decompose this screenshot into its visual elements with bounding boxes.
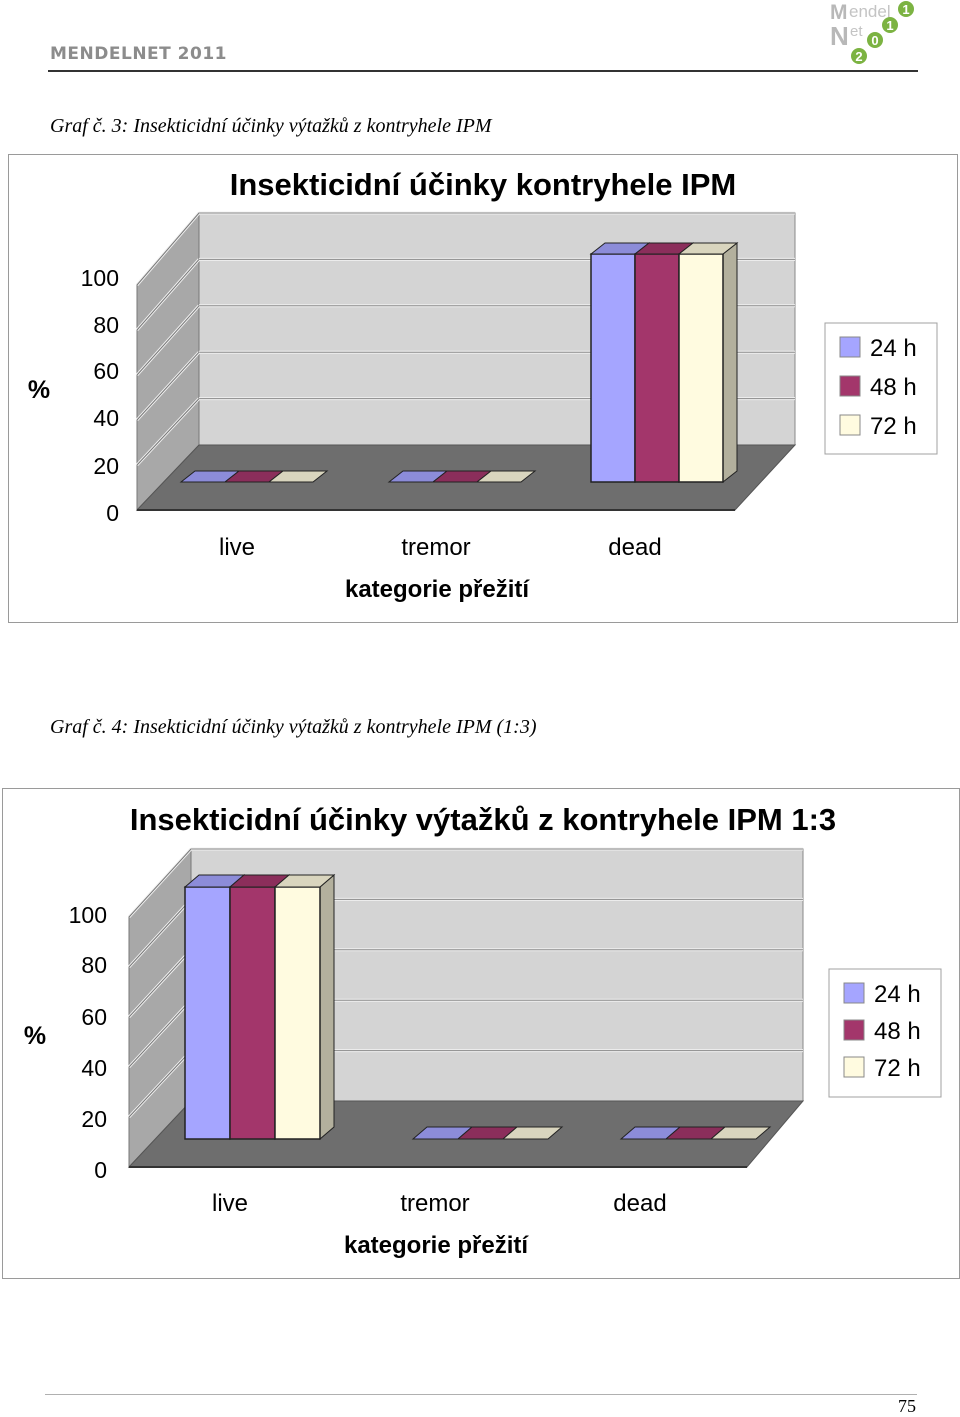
bar-top bbox=[273, 874, 336, 888]
svg-text:N: N bbox=[830, 21, 849, 51]
legend-swatch bbox=[843, 982, 865, 1004]
y-axis-label: % bbox=[24, 1022, 46, 1050]
y-tick-label: 100 bbox=[69, 902, 107, 928]
legend-label: 48 h bbox=[874, 1018, 921, 1045]
y-tick-label: 40 bbox=[93, 405, 119, 431]
gridline-side-shadow bbox=[128, 848, 192, 918]
running-header: MENDELNET 2011 bbox=[50, 44, 227, 64]
bar-front bbox=[634, 253, 680, 483]
gridline-side-shadow bbox=[128, 949, 192, 1018]
x-tick-label: dead bbox=[613, 1190, 666, 1217]
bar-dead-72h bbox=[677, 241, 739, 484]
chart-frame-1: 0 20 40 60 80 100 live tremor dead Insekticidní ú… bbox=[8, 154, 958, 623]
bar-front bbox=[229, 886, 276, 1140]
chart-title: Insekticidní účinky výtažků z kontryhele… bbox=[130, 802, 836, 837]
mendelnet-logo: M endel N et 1 1 0 2 bbox=[830, 1, 914, 64]
svg-text:1: 1 bbox=[902, 2, 909, 17]
bar-front bbox=[184, 886, 231, 1140]
svg-text:M: M bbox=[830, 1, 848, 24]
x-tick-label: live bbox=[212, 1190, 248, 1217]
chart-1: 0 20 40 60 80 100 live tremor dead Insekticidní ú… bbox=[28, 167, 938, 603]
gridline-side-shadow bbox=[128, 899, 192, 968]
bar-front bbox=[590, 253, 636, 483]
gridline-side-shadow bbox=[136, 259, 200, 331]
svg-text:endel: endel bbox=[849, 2, 891, 21]
bar-tremor-72h bbox=[475, 470, 537, 483]
legend-swatch bbox=[839, 375, 861, 397]
y-tick-label: 80 bbox=[81, 952, 107, 978]
y-tick-label: 60 bbox=[81, 1004, 107, 1030]
header-rule bbox=[48, 70, 918, 72]
x-axis-label: kategorie přežití bbox=[344, 1232, 529, 1259]
legend-label: 24 h bbox=[874, 981, 921, 1008]
bar-side bbox=[319, 873, 335, 1141]
svg-text:0: 0 bbox=[871, 33, 878, 48]
chart-legend: 24 h 48 h 72 h bbox=[828, 968, 942, 1098]
x-tick-label: live bbox=[219, 534, 255, 561]
chart-legend: 24 h 48 h 72 h bbox=[824, 322, 938, 455]
chart-2: 0 20 40 60 80 100 live tremor dead Insekticidní ú… bbox=[24, 802, 942, 1259]
legend-label: 48 h bbox=[870, 374, 917, 401]
legend-swatch bbox=[839, 336, 861, 358]
bar-side bbox=[722, 241, 738, 484]
svg-text:1: 1 bbox=[886, 18, 893, 33]
y-axis-label: % bbox=[28, 376, 50, 404]
y-tick-label: 80 bbox=[93, 312, 119, 338]
figure-caption-3: Graf č. 3: Insekticidní účinky výtažků z… bbox=[50, 115, 492, 137]
y-tick-label: 0 bbox=[106, 500, 119, 526]
svg-text:2: 2 bbox=[855, 49, 862, 64]
bar-top bbox=[475, 470, 537, 483]
bar-front bbox=[274, 886, 321, 1140]
y-tick-label: 60 bbox=[93, 358, 119, 384]
gridline-side-shadow bbox=[128, 999, 192, 1068]
bar-top bbox=[267, 470, 329, 483]
legend-swatch bbox=[843, 1056, 865, 1078]
legend-swatch bbox=[843, 1019, 865, 1041]
svg-text:et: et bbox=[850, 23, 863, 40]
chart-frame-2: 0 20 40 60 80 100 live tremor dead Insekticidní ú… bbox=[2, 788, 960, 1279]
legend-label: 72 h bbox=[874, 1055, 921, 1082]
bar-live-72h bbox=[267, 470, 329, 483]
legend-label: 24 h bbox=[870, 335, 917, 362]
bar-dead-72h bbox=[709, 1126, 772, 1140]
bar-front bbox=[678, 253, 724, 483]
y-tick-label: 0 bbox=[94, 1157, 107, 1183]
y-tick-label: 100 bbox=[81, 265, 119, 291]
figure-caption-4: Graf č. 4: Insekticidní účinky výtažků z… bbox=[50, 716, 537, 738]
y-tick-label: 20 bbox=[93, 453, 119, 479]
x-tick-label: tremor bbox=[400, 1190, 469, 1217]
gridline-side-shadow bbox=[136, 305, 200, 376]
gridline-side-shadow bbox=[136, 351, 200, 421]
bar-top bbox=[677, 242, 739, 255]
page-number: 75 bbox=[898, 1396, 916, 1416]
legend-swatch bbox=[839, 414, 861, 436]
gridline-side-shadow bbox=[136, 212, 200, 286]
x-tick-label: dead bbox=[608, 534, 661, 561]
bar-tremor-72h bbox=[501, 1126, 564, 1140]
chart-title: Insekticidní účinky kontryhele IPM bbox=[230, 167, 736, 202]
gridline-side-shadow bbox=[128, 1050, 192, 1118]
legend-label: 72 h bbox=[870, 413, 917, 440]
bar-live-72h bbox=[273, 873, 336, 1141]
x-axis-label: kategorie přežití bbox=[345, 576, 530, 603]
footer-rule bbox=[45, 1394, 917, 1395]
y-tick-label: 40 bbox=[81, 1055, 107, 1081]
bar-top bbox=[501, 1126, 564, 1140]
x-tick-label: tremor bbox=[401, 534, 470, 561]
y-tick-label: 20 bbox=[81, 1106, 107, 1132]
bar-top bbox=[709, 1126, 772, 1140]
gridline-side-shadow bbox=[136, 398, 200, 466]
